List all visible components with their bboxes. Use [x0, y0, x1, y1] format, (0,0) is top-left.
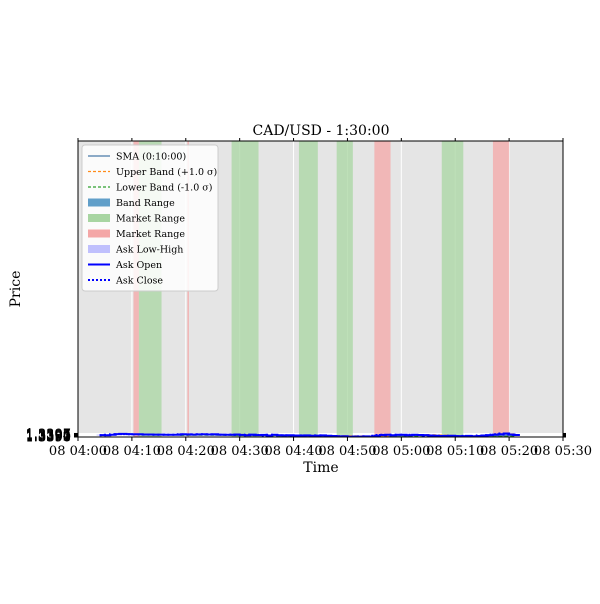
market-range-green: [231, 141, 259, 437]
legend-label: Ask Close: [115, 276, 163, 287]
axes: 1.33901.33911.33921.33931.33941.33951.33…: [26, 138, 592, 459]
y-tick-label: 1.3397: [26, 427, 72, 442]
ask-low-high-bar: [96, 434, 103, 436]
legend-label: Band Range: [116, 198, 175, 209]
market-range-green: [336, 141, 353, 437]
legend-label: SMA (0:10:00): [116, 152, 186, 163]
legend-box: [81, 144, 219, 292]
chart-title: CAD/USD - 1:30:00: [253, 123, 390, 139]
legend-label: Market Range: [116, 214, 185, 225]
legend-label: Ask Low-High: [115, 245, 183, 256]
legend-label: Upper Band (+1.0 σ): [116, 167, 217, 178]
y-tick-label: 1.3391: [26, 430, 72, 445]
x-tick-label: 08 05:30: [534, 444, 592, 459]
ask-close-line: [99, 432, 520, 437]
y-tick-label: 1.3396: [26, 427, 72, 442]
x-tick-label: 08 04:00: [49, 444, 107, 459]
legend-handle-band: [88, 198, 110, 207]
legend-handle-ask-range: [88, 245, 110, 253]
y-tick-label: 1.3395: [26, 428, 72, 443]
x-axis-label: Time: [303, 460, 338, 476]
x-tick-label: 08 05:10: [426, 444, 484, 459]
x-tick-label: 08 04:10: [103, 444, 161, 459]
x-tick-label: 08 05:20: [480, 444, 538, 459]
legend-label: Ask Open: [115, 260, 162, 271]
legend-label: Lower Band (-1.0 σ): [116, 183, 212, 194]
y-axis-label: Price: [8, 271, 24, 308]
y-tick-label: 1.3393: [26, 429, 72, 444]
legend-handle-market-green: [88, 214, 110, 222]
legend-handle-market-red: [88, 229, 110, 238]
plot-area: [78, 141, 563, 437]
x-tick-label: 08 04:50: [318, 444, 376, 459]
x-tick-label: 08 04:20: [157, 444, 215, 459]
x-tick-label: 08 05:00: [372, 444, 430, 459]
legend-label: Market Range: [116, 229, 185, 240]
market-range-green: [298, 141, 318, 437]
market-range-red: [374, 141, 391, 437]
x-tick-label: 08 04:30: [211, 444, 269, 459]
plot-frame: [77, 140, 564, 438]
y-tick-label: 1.3394: [26, 428, 72, 443]
y-tick-label: 1.3392: [26, 429, 72, 444]
market-range-green: [441, 141, 464, 437]
legend: SMA (0:10:00) Upper Band (+1.0 σ) Lower Ba…: [81, 144, 219, 292]
market-range-red: [492, 141, 510, 437]
y-tick-label: 1.3390: [26, 431, 72, 446]
x-tick-label: 08 04:40: [264, 444, 322, 459]
